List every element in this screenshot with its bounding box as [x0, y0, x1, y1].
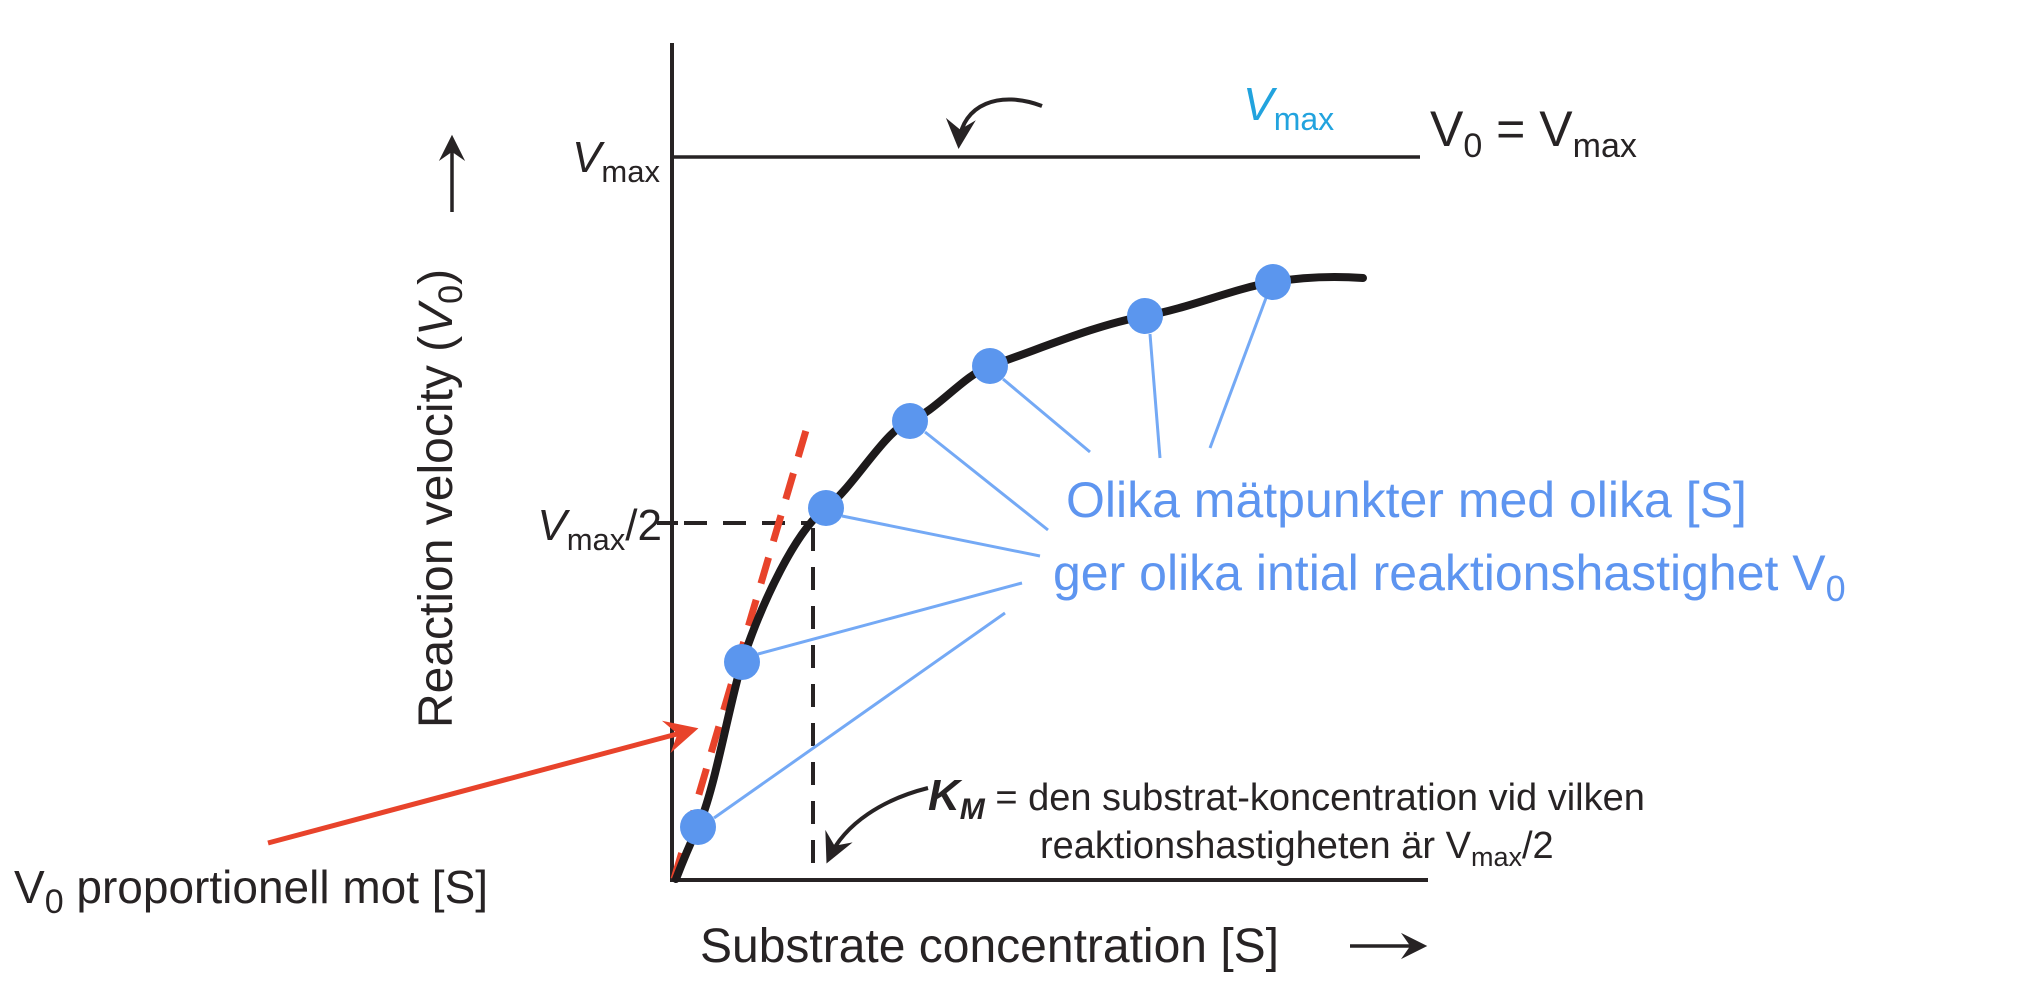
measurement-points-note-line2: ger olika intial reaktionshastighet V0 — [1053, 545, 1846, 609]
km-definition-note: KM = den substrat-koncentration vid vilk… — [928, 771, 1645, 872]
v0-proportional-arrow — [267, 720, 699, 846]
data-point-1 — [680, 809, 716, 845]
half-vmax-dashed-lines — [657, 521, 815, 877]
y-axis-label: Reaction velocity (V0) — [410, 269, 470, 728]
connector-point-2 — [757, 581, 1023, 656]
measurement-points-note: Olika mätpunkter med olika [S] ger olika… — [1053, 472, 1846, 609]
y-axis-label-group: Reaction velocity (V0) — [410, 134, 470, 728]
axes — [670, 43, 1428, 882]
data-point-4 — [892, 403, 928, 439]
data-point-7 — [1255, 264, 1291, 300]
km-callout-arrow — [825, 786, 929, 864]
v0-proportional-label: V0 proportionell mot [S] — [14, 861, 488, 921]
connector-point-3 — [841, 514, 1041, 558]
vmax-axis-label: Vmax — [572, 133, 660, 189]
v0-equals-vmax-label: V0 = Vmax — [1430, 101, 1637, 165]
data-points — [680, 264, 1291, 845]
data-point-3 — [808, 490, 844, 526]
km-definition-line1: KM = den substrat-koncentration vid vilk… — [928, 771, 1645, 826]
x-axis-label: Substrate concentration [S] — [700, 920, 1279, 973]
data-point-6 — [1127, 298, 1163, 334]
connector-point-4 — [924, 430, 1049, 532]
point-callout-connectors — [713, 297, 1268, 820]
vmax-callout-arrow — [945, 97, 1043, 149]
measurement-points-note-line1: Olika mätpunkter med olika [S] — [1066, 472, 1747, 528]
connector-point-7 — [1208, 297, 1268, 449]
connector-point-5 — [1002, 377, 1091, 454]
connector-point-6 — [1148, 333, 1162, 459]
vmax-half-axis-label: Vmax/2 — [537, 501, 662, 557]
km-definition-line2: reaktionshastigheten är Vmax/2 — [1040, 825, 1554, 872]
data-point-5 — [972, 348, 1008, 384]
connector-point-1 — [713, 611, 1006, 820]
vmax-callout-label: Vmax — [1243, 78, 1334, 137]
x-axis-label-group: Substrate concentration [S] — [700, 920, 1428, 973]
data-point-2 — [724, 644, 760, 680]
